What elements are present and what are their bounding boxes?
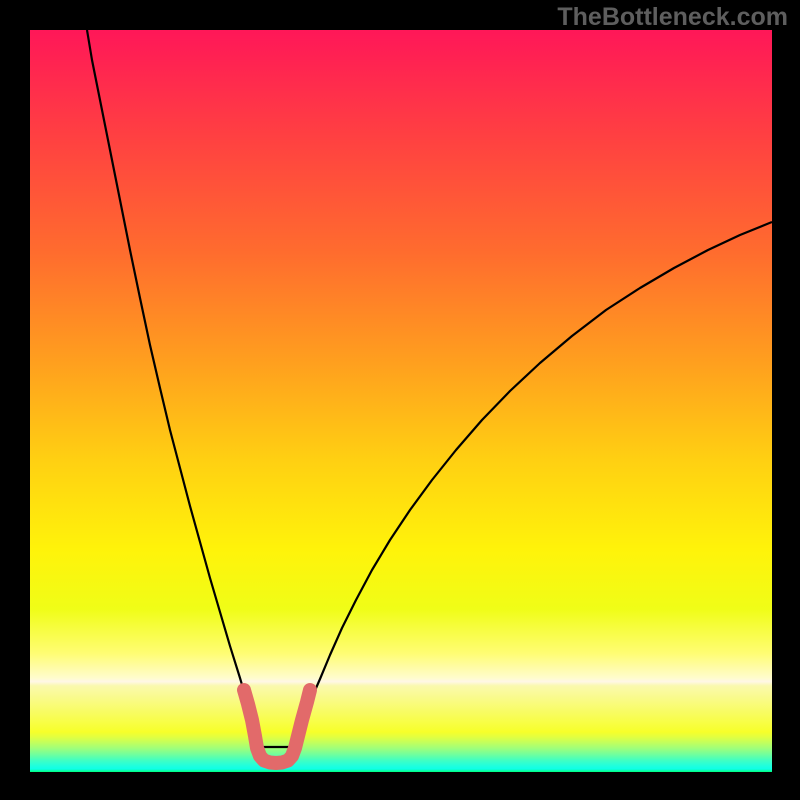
watermark-text: TheBottleneck.com [557, 3, 788, 32]
gradient-background [30, 30, 772, 772]
chart-svg [0, 0, 800, 800]
figure-root: TheBottleneck.com [0, 0, 800, 800]
